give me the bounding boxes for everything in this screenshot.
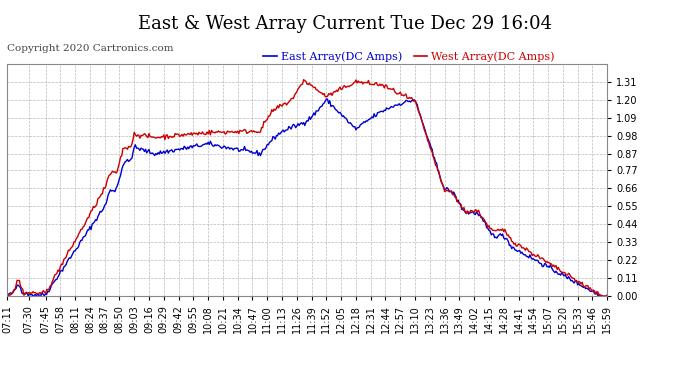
- Text: Copyright 2020 Cartronics.com: Copyright 2020 Cartronics.com: [7, 44, 173, 53]
- Text: East & West Array Current Tue Dec 29 16:04: East & West Array Current Tue Dec 29 16:…: [138, 15, 552, 33]
- Legend: East Array(DC Amps), West Array(DC Amps): East Array(DC Amps), West Array(DC Amps): [259, 47, 560, 67]
